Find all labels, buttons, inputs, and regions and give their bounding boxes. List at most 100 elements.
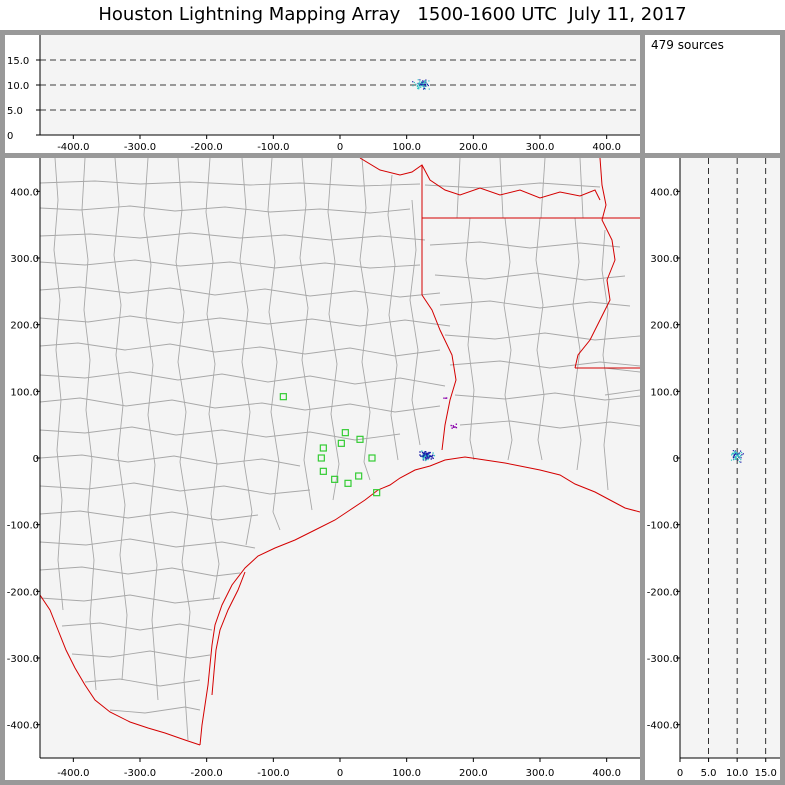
county-line xyxy=(71,650,211,659)
ns-source-point xyxy=(741,454,743,456)
ns-y-tick-label: 400.0 xyxy=(650,187,679,198)
ns-source-point xyxy=(735,456,737,458)
county-line xyxy=(503,217,513,461)
altitude-source-point xyxy=(417,82,419,85)
map-y-tick-label: 400.0 xyxy=(10,187,39,198)
altitude-source-point xyxy=(412,85,414,87)
lma-station-marker xyxy=(279,393,287,401)
altitude-source-point xyxy=(420,81,422,83)
altitude-source-point xyxy=(425,85,428,87)
map-source-point xyxy=(454,426,456,428)
county-line xyxy=(40,315,451,327)
ns-source-point xyxy=(739,450,742,452)
ns-source-point xyxy=(733,452,735,455)
map-source-point xyxy=(431,456,433,458)
altitude-source-point xyxy=(418,84,421,86)
map-x-tick-label: -200.0 xyxy=(191,768,223,779)
ns-source-point xyxy=(735,452,737,454)
barrier-island xyxy=(211,571,246,696)
county-line xyxy=(40,426,401,441)
texas-oklahoma-border xyxy=(359,158,601,201)
map-x-tick-label: 300.0 xyxy=(526,768,555,779)
ns-source-point xyxy=(738,452,740,454)
map-source-point xyxy=(432,457,434,460)
source-count-label: 479 sources xyxy=(651,38,724,52)
altitude-y-tick-label: 10.0 xyxy=(7,81,29,92)
altitude-source-point xyxy=(418,83,420,86)
north-south-vs-altitude-panel: 0 5.0 10.0 15.0 400.0 300.0 200.0 100.0 0 -100.0… xyxy=(647,158,780,779)
ns-source-point xyxy=(734,455,737,458)
county-line xyxy=(449,360,640,369)
altitude-x-tick-label: -200.0 xyxy=(191,142,223,153)
map-source-point xyxy=(433,454,436,457)
lma-station-marker xyxy=(344,479,352,487)
altitude-source-point xyxy=(424,85,426,87)
ns-source-point xyxy=(740,461,742,463)
lma-station-marker xyxy=(317,454,325,462)
altitude-source-point xyxy=(422,80,424,82)
ns-y-tick-label: 200.0 xyxy=(650,321,679,332)
county-line xyxy=(61,622,213,631)
county-line xyxy=(359,158,371,481)
ns-source-point xyxy=(740,451,743,454)
map-x-tick-label: -400.0 xyxy=(57,768,89,779)
altitude-source-point xyxy=(428,80,430,82)
altitude-source-point xyxy=(422,81,424,83)
ns-source-point xyxy=(733,454,735,456)
map-source-point xyxy=(428,452,430,455)
altitude-x-tick-label: 300.0 xyxy=(526,142,555,153)
map-source-point xyxy=(432,452,434,454)
frame-left xyxy=(0,30,5,785)
ns-source-point xyxy=(737,453,739,456)
ns-source-point xyxy=(733,455,735,457)
ns-source-point xyxy=(738,456,740,458)
ns-source-point xyxy=(737,458,739,460)
map-source-point xyxy=(431,454,434,456)
ns-source-point xyxy=(734,450,737,452)
frame-right xyxy=(780,30,785,785)
county-line xyxy=(175,158,191,741)
ns-panel-background xyxy=(680,158,780,758)
lma-station-marker xyxy=(356,435,364,443)
altitude-source-point xyxy=(419,83,421,85)
county-line xyxy=(205,158,220,601)
altitude-y-tick-label: 15.0 xyxy=(7,56,29,67)
ns-source-point xyxy=(732,450,734,452)
altitude-source-point xyxy=(426,83,428,85)
ns-y-tick-label: 0 xyxy=(673,454,679,465)
altitude-x-tick-label: 100.0 xyxy=(392,142,421,153)
ns-y-tick-label: -300.0 xyxy=(647,654,679,665)
map-source-point xyxy=(423,454,425,457)
altitude-source-point xyxy=(428,88,430,90)
ns-source-point xyxy=(736,452,738,454)
altitude-source-point xyxy=(422,83,424,85)
altitude-x-tick-label: 200.0 xyxy=(459,142,488,153)
map-y-tick-label: 0 xyxy=(33,454,39,465)
altitude-source-point xyxy=(422,84,424,86)
county-line xyxy=(459,420,640,429)
map-x-tick-label: 200.0 xyxy=(459,768,488,779)
map-x-tick-label: 400.0 xyxy=(592,768,621,779)
map-source-point xyxy=(455,423,458,425)
altitude-source-point xyxy=(418,82,420,84)
ns-source-point xyxy=(736,453,738,456)
county-line xyxy=(444,332,640,341)
altitude-x-tick-label: 400.0 xyxy=(592,142,621,153)
altitude-source-point xyxy=(413,81,415,84)
map-y-tick-label: -100.0 xyxy=(7,521,39,532)
altitude-source-point xyxy=(422,85,424,87)
altitude-source-point xyxy=(412,81,414,83)
map-source-point xyxy=(425,453,427,455)
altitude-source-point xyxy=(420,83,422,85)
altitude-vs-east-west-panel: -400.0 -300.0 -200.0 -100.0 0 100.0 200.0 300.0… xyxy=(7,35,640,153)
altitude-source-point xyxy=(415,83,417,85)
county-line xyxy=(424,182,601,189)
map-source-point xyxy=(424,451,426,453)
map-source-point xyxy=(425,453,427,456)
map-source-point xyxy=(455,426,458,429)
county-line xyxy=(53,158,64,611)
ns-source-point xyxy=(737,453,739,455)
map-source-point xyxy=(426,454,428,456)
county-line xyxy=(601,229,610,491)
ns-source-point xyxy=(734,450,736,452)
